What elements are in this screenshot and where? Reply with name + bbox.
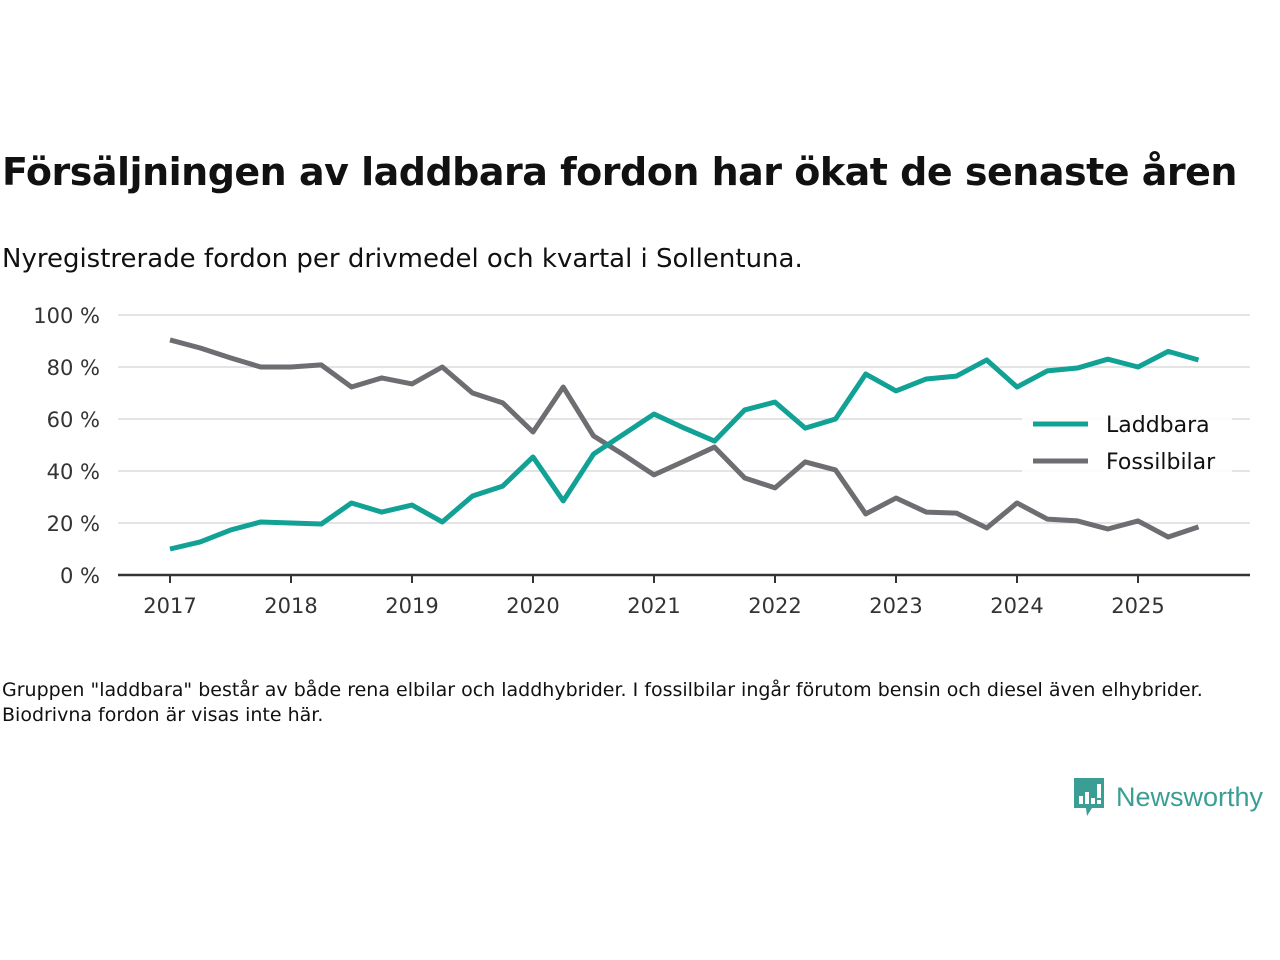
footnote: Gruppen "laddbara" består av både rena e…: [2, 679, 1203, 726]
x-tick-label: 2021: [627, 594, 680, 618]
x-tick-label: 2025: [1111, 594, 1164, 618]
chart-subtitle: Nyregistrerade fordon per drivmedel och …: [2, 244, 803, 274]
x-tick-label: 2024: [990, 594, 1043, 618]
chart-title: Försäljningen av laddbara fordon har öka…: [2, 150, 1237, 194]
brand-name: Newsworthy: [1116, 781, 1264, 812]
x-tick-label: 2017: [143, 594, 196, 618]
y-tick-label: 0 %: [60, 564, 100, 588]
legend-label: Fossilbilar: [1106, 450, 1216, 475]
y-tick-label: 80 %: [47, 356, 100, 380]
x-tick-label: 2022: [748, 594, 801, 618]
x-tick-label: 2019: [385, 594, 438, 618]
legend-background: [1022, 400, 1232, 480]
brand-logo: Newsworthy: [1072, 776, 1263, 818]
x-axis: 2017 2018 2019 2020 2021 2022 2023 2024 2025: [118, 573, 1250, 618]
x-tick-label: 2018: [264, 594, 317, 618]
series-lines: [169, 337, 1200, 552]
legend: Laddbara Fossilbilar: [1022, 400, 1232, 480]
y-tick-label: 60 %: [47, 408, 100, 432]
y-tick-label: 40 %: [47, 460, 100, 484]
x-tick-label: 2023: [869, 594, 922, 618]
line-chart: 0 % 20 % 40 % 60 % 80 % 100 % 2017 2018 2019 202…: [33, 304, 1250, 618]
legend-label: Laddbara: [1106, 413, 1210, 438]
y-axis: 0 % 20 % 40 % 60 % 80 % 100 %: [33, 304, 100, 588]
x-tick-label: 2020: [506, 594, 559, 618]
y-tick-label: 100 %: [33, 304, 100, 328]
y-tick-label: 20 %: [47, 512, 100, 536]
newsworthy-logo-icon: [1074, 778, 1104, 816]
